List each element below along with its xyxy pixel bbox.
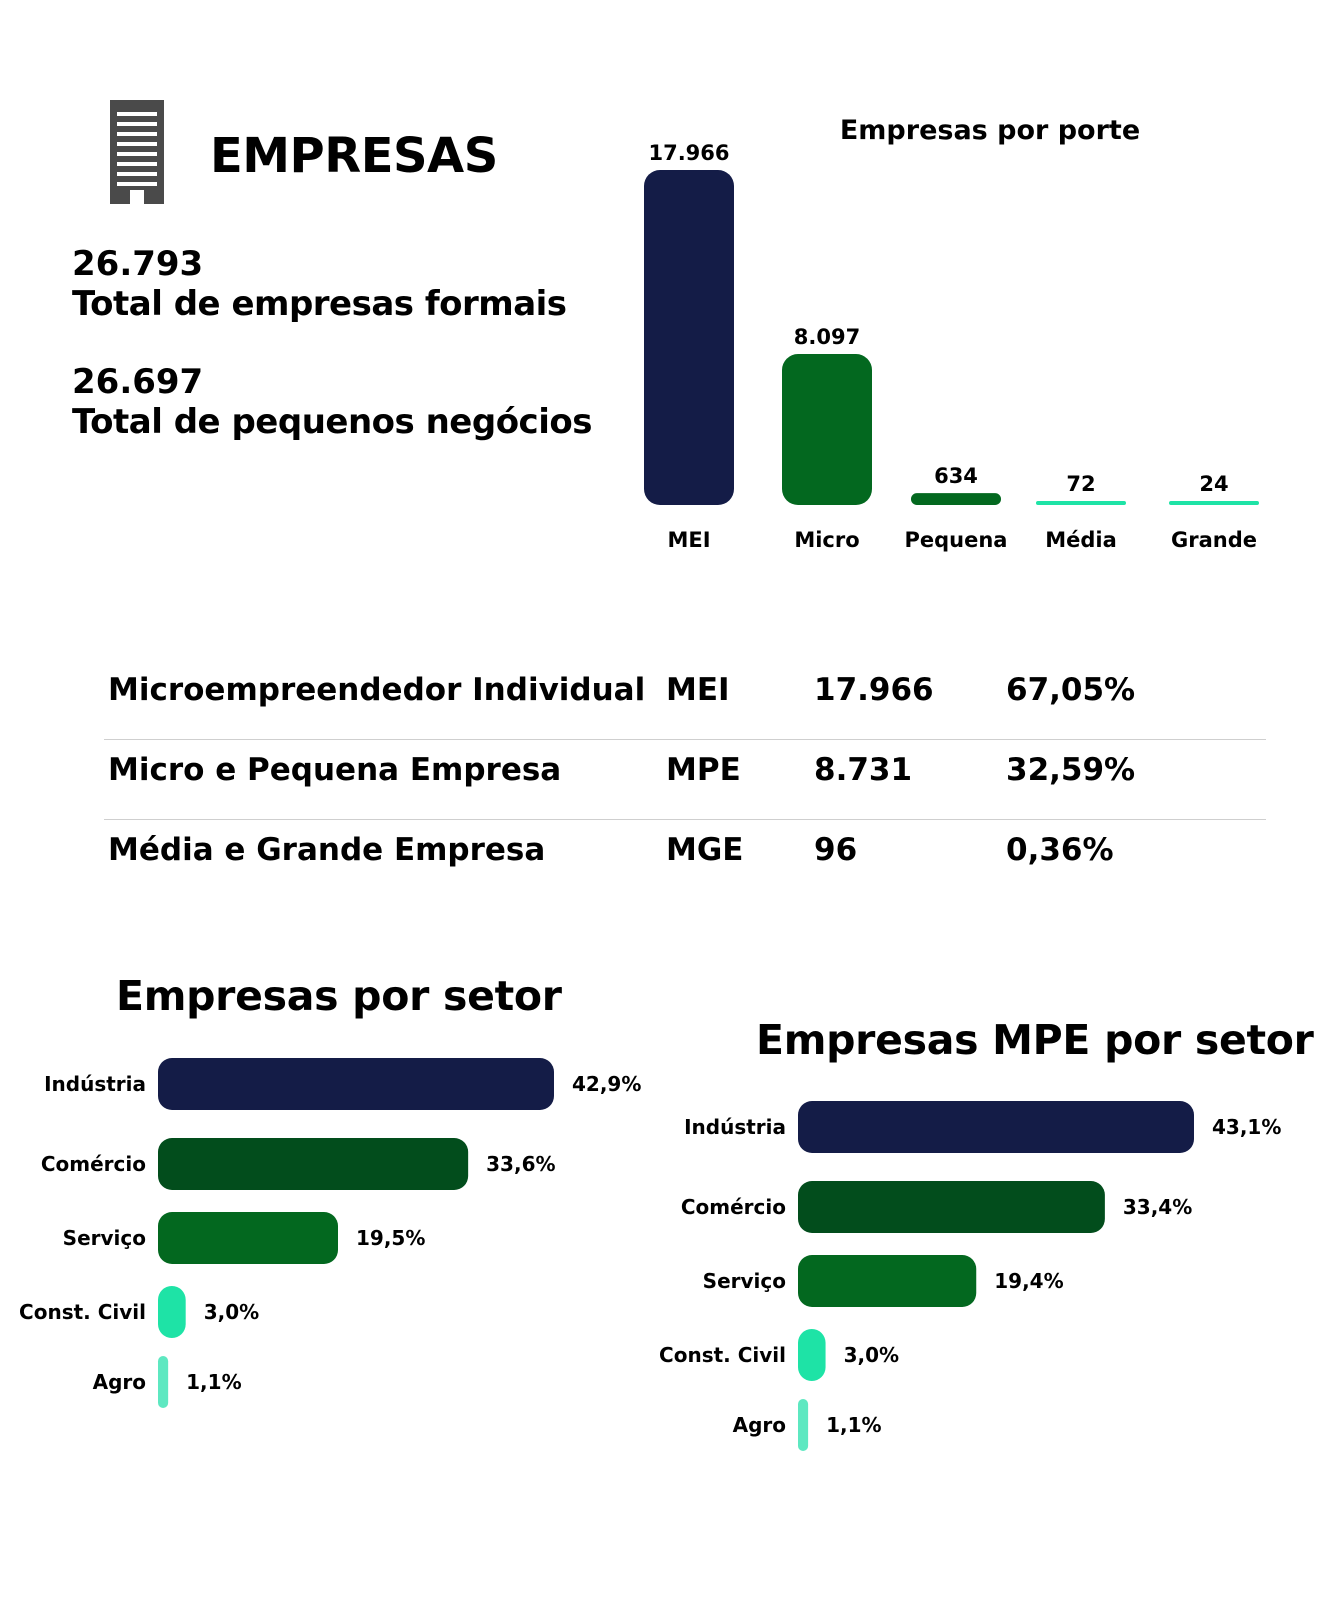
- data-label-media: 72: [1066, 472, 1095, 496]
- row-abbr: MPE: [666, 752, 741, 788]
- bar-agro: [158, 1356, 169, 1408]
- row-percent: 32,59%: [1006, 752, 1136, 788]
- porte-bar-chart: 17.966 MEI 8.097 Micro 634 Pequena 72 Média 24 Gr…: [644, 141, 1259, 552]
- data-label-servico: 19,5%: [356, 1226, 425, 1250]
- porte-chart-title: Empresas por porte: [839, 115, 1141, 146]
- bar-agro: [798, 1399, 809, 1451]
- bar-pequena: [911, 493, 1001, 505]
- bar-const-civil: [158, 1286, 186, 1338]
- tick-label-servico: Serviço: [63, 1226, 146, 1250]
- bar-servico: [158, 1212, 338, 1264]
- data-label-mei: 17.966: [648, 141, 729, 165]
- total-empresas-value: 26.793: [72, 244, 204, 284]
- bar-micro: [782, 354, 872, 505]
- table-row: Micro e Pequena Empresa MPE 8.731 32,59%: [104, 740, 1266, 819]
- tick-label-comercio: Comércio: [681, 1195, 786, 1219]
- data-label-industria: 42,9%: [572, 1072, 641, 1096]
- data-label-agro: 1,1%: [826, 1413, 881, 1437]
- bar-comercio: [798, 1181, 1105, 1233]
- row-name: Microempreendedor Individual: [108, 672, 646, 708]
- tick-label-micro: Micro: [794, 528, 859, 552]
- data-label-industria: 43,1%: [1212, 1115, 1281, 1139]
- mpe-setor-chart-title: Empresas MPE por setor: [756, 1016, 1314, 1064]
- tick-label-agro: Agro: [93, 1370, 146, 1394]
- row-percent: 0,36%: [1006, 832, 1114, 868]
- row-name: Média e Grande Empresa: [108, 832, 546, 868]
- row-percent: 67,05%: [1006, 672, 1136, 708]
- row-count: 8.731: [814, 752, 913, 788]
- tick-label-mei: MEI: [667, 528, 710, 552]
- building-icon: [110, 100, 164, 204]
- bar-grande: [1169, 501, 1259, 505]
- tick-label-const-civil: Const. Civil: [20, 1300, 146, 1324]
- row-abbr: MGE: [666, 832, 744, 868]
- setor-bar-chart: Indústria 42,9% Comércio 33,6% Serviço 19,5% C…: [20, 1058, 641, 1408]
- total-pequenos-label: Total de pequenos negócios: [72, 402, 592, 442]
- tick-label-const-civil: Const. Civil: [660, 1343, 786, 1367]
- data-label-const-civil: 3,0%: [204, 1300, 259, 1324]
- data-label-grande: 24: [1199, 472, 1228, 496]
- bar-servico: [798, 1255, 977, 1307]
- row-name: Micro e Pequena Empresa: [108, 752, 562, 788]
- bar-comercio: [158, 1138, 469, 1190]
- tick-label-grande: Grande: [1171, 528, 1257, 552]
- summary-table: Microempreendedor Individual MEI 17.966 …: [104, 660, 1266, 899]
- row-divider: [104, 739, 1266, 740]
- row-count: 96: [814, 832, 858, 868]
- row-divider: [104, 819, 1266, 820]
- tick-label-industria: Indústria: [684, 1115, 786, 1139]
- data-label-agro: 1,1%: [186, 1370, 241, 1394]
- tick-label-comercio: Comércio: [41, 1152, 146, 1176]
- table-row: Microempreendedor Individual MEI 17.966 …: [104, 660, 1266, 739]
- tick-label-agro: Agro: [733, 1413, 786, 1437]
- page-title: EMPRESAS: [210, 128, 498, 184]
- bar-const-civil: [798, 1329, 826, 1381]
- data-label-pequena: 634: [934, 464, 978, 488]
- tick-label-industria: Indústria: [44, 1072, 146, 1096]
- data-label-servico: 19,4%: [994, 1269, 1063, 1293]
- total-pequenos-value: 26.697: [72, 362, 204, 402]
- row-count: 17.966: [814, 672, 934, 708]
- tick-label-media: Média: [1045, 528, 1117, 552]
- setor-chart-title: Empresas por setor: [116, 972, 562, 1020]
- tick-label-servico: Serviço: [703, 1269, 786, 1293]
- total-empresas-label: Total de empresas formais: [72, 284, 567, 324]
- data-label-comercio: 33,4%: [1123, 1195, 1192, 1219]
- mpe-setor-bar-chart: Indústria 43,1% Comércio 33,4% Serviço 19,4% C…: [660, 1101, 1281, 1451]
- bar-industria: [798, 1101, 1194, 1153]
- data-label-const-civil: 3,0%: [844, 1343, 899, 1367]
- row-abbr: MEI: [666, 672, 730, 708]
- bar-industria: [158, 1058, 554, 1110]
- tick-label-pequena: Pequena: [905, 528, 1008, 552]
- table-row: Média e Grande Empresa MGE 96 0,36%: [104, 820, 1266, 899]
- data-label-micro: 8.097: [794, 325, 860, 349]
- data-label-comercio: 33,6%: [486, 1152, 555, 1176]
- bar-media: [1036, 501, 1126, 505]
- bar-mei: [644, 170, 734, 505]
